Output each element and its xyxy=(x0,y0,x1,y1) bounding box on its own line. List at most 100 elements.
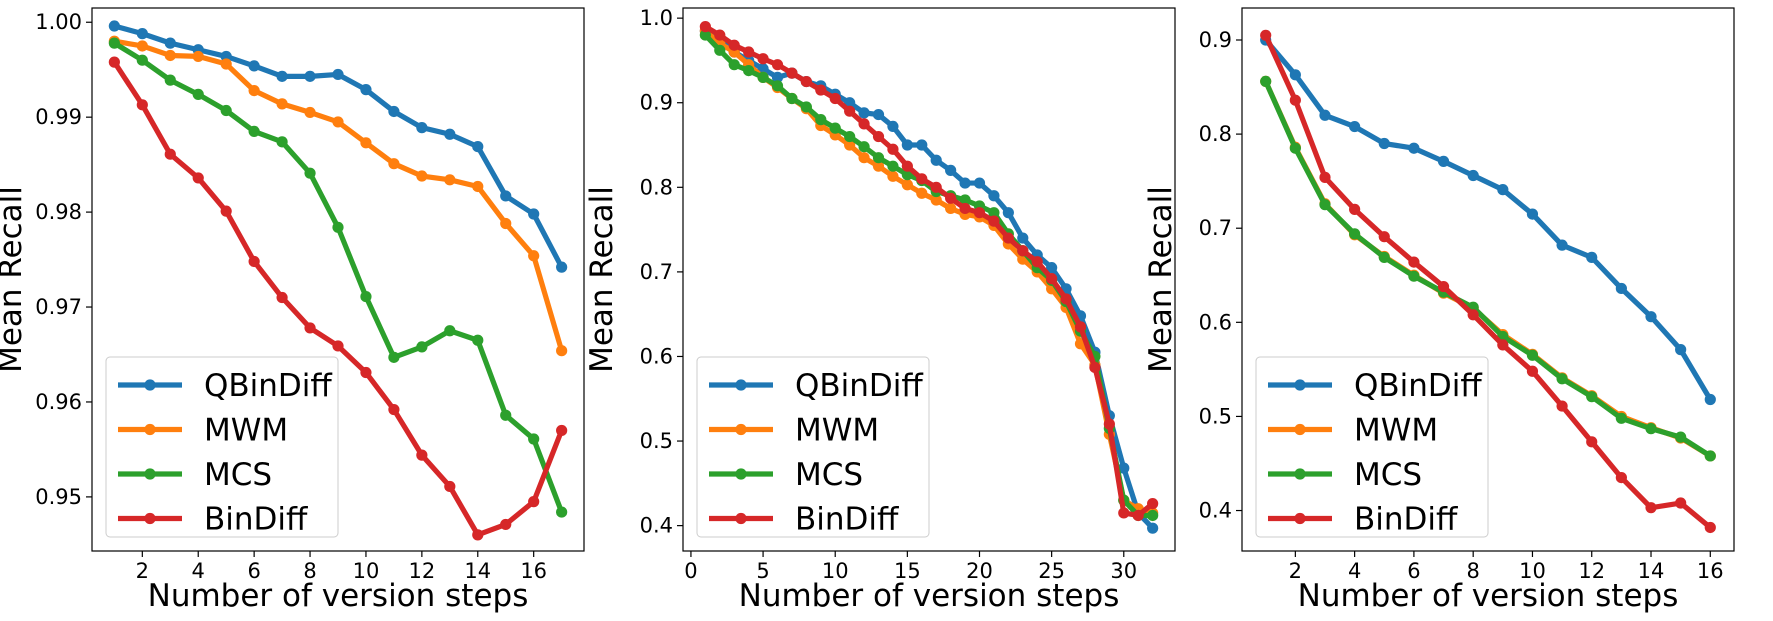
plot-frame xyxy=(91,7,585,552)
y-tick-label: 0.97 xyxy=(35,295,82,319)
data-point-bindiff xyxy=(164,148,176,160)
data-point-bindiff xyxy=(1586,436,1598,448)
data-point-bindiff xyxy=(1526,365,1539,377)
data-point-qbindiff xyxy=(444,128,456,140)
data-point-mwm xyxy=(500,217,512,230)
data-point-mcs xyxy=(1349,228,1361,240)
data-point-bindiff xyxy=(248,255,260,268)
data-point-mwm xyxy=(304,106,316,119)
legend-marker-bindiff xyxy=(1294,512,1306,525)
data-point-qbindiff xyxy=(1526,208,1539,220)
data-point-mcs xyxy=(500,409,512,421)
series-line-mcs xyxy=(1263,78,1713,459)
data-point-mcs xyxy=(276,136,288,148)
data-point-mwm xyxy=(192,50,204,63)
data-point-mcs xyxy=(304,167,316,179)
plot-area xyxy=(699,21,1159,534)
data-point-mwm xyxy=(858,152,870,164)
data-point-qbindiff xyxy=(916,139,928,151)
x-tick-label: 15 xyxy=(894,559,921,583)
x-tick-label: 2 xyxy=(1289,559,1302,583)
data-point-qbindiff xyxy=(332,68,344,81)
data-point-qbindiff xyxy=(416,122,428,134)
data-point-qbindiff xyxy=(164,37,176,49)
legend-label-qbindiff: QBinDiff xyxy=(204,368,332,404)
data-point-mwm xyxy=(472,180,484,193)
data-point-mcs xyxy=(786,92,798,105)
legend: QBinDiff MWM MCS BinDiff xyxy=(696,356,930,538)
chart-panel-1: 2 4 6 8 10 12 14 16 0.95 0.96 0.97 0.98 0.99 1.00 Numb… xyxy=(0,7,585,614)
x-tick-label: 2 xyxy=(136,559,149,583)
x-tick-label: 0 xyxy=(684,559,697,583)
legend-marker-mcs xyxy=(1294,468,1306,480)
x-tick-label: 16 xyxy=(520,559,547,583)
data-point-mwm xyxy=(556,345,568,357)
data-point-qbindiff xyxy=(1349,120,1361,133)
x-tick-label: 6 xyxy=(247,559,260,583)
data-point-mcs xyxy=(1147,509,1159,522)
y-tick-label: 0.7 xyxy=(640,260,673,284)
data-point-bindiff xyxy=(786,67,798,79)
data-point-qbindiff xyxy=(1002,207,1014,219)
data-point-qbindiff xyxy=(1118,462,1130,474)
data-point-mcs xyxy=(872,152,885,164)
x-tick-label: 14 xyxy=(1638,559,1665,583)
data-point-qbindiff xyxy=(304,70,316,82)
data-point-qbindiff xyxy=(1319,109,1331,121)
data-point-bindiff xyxy=(1437,280,1450,293)
data-point-bindiff xyxy=(556,424,568,437)
y-tick-label: 0.99 xyxy=(35,105,82,129)
data-point-qbindiff xyxy=(472,140,484,153)
data-point-qbindiff xyxy=(1556,239,1568,251)
y-tick-label: 0.7 xyxy=(1199,216,1232,240)
data-point-mwm xyxy=(416,170,428,182)
data-point-mcs xyxy=(1408,270,1420,282)
data-point-mcs xyxy=(743,64,755,77)
data-point-mcs xyxy=(858,141,870,153)
data-point-bindiff xyxy=(136,99,148,111)
y-tick-label: 0.5 xyxy=(1199,404,1232,428)
legend-marker-bindiff xyxy=(735,512,747,525)
data-point-qbindiff xyxy=(360,84,372,96)
data-point-bindiff xyxy=(930,181,942,193)
data-point-bindiff xyxy=(1289,94,1301,106)
data-point-bindiff xyxy=(1132,509,1144,522)
data-point-bindiff xyxy=(1260,29,1272,41)
legend-marker-bindiff xyxy=(144,512,156,525)
data-point-mcs xyxy=(800,101,812,113)
x-tick-label: 8 xyxy=(303,559,316,583)
data-point-bindiff xyxy=(728,39,740,51)
data-point-qbindiff xyxy=(930,154,942,166)
legend-label-mwm: MWM xyxy=(204,413,288,449)
data-point-mcs xyxy=(136,54,148,66)
data-point-bindiff xyxy=(500,518,512,531)
data-point-bindiff xyxy=(1089,361,1101,374)
x-tick-label: 12 xyxy=(1578,559,1605,583)
y-tick-label: 0.5 xyxy=(640,429,673,453)
data-point-mcs xyxy=(444,325,456,337)
legend-label-mcs: MCS xyxy=(204,457,272,493)
data-point-qbindiff xyxy=(1586,251,1598,263)
data-point-bindiff xyxy=(887,143,899,155)
data-point-bindiff xyxy=(1378,231,1390,243)
data-point-qbindiff xyxy=(1378,137,1390,150)
data-point-bindiff xyxy=(1408,256,1420,268)
data-point-bindiff xyxy=(743,46,755,58)
data-point-bindiff xyxy=(1497,339,1509,351)
legend-label-bindiff: BinDiff xyxy=(1354,502,1458,538)
data-point-mwm xyxy=(388,158,400,170)
data-point-mcs xyxy=(1378,251,1390,263)
data-point-bindiff xyxy=(528,496,540,508)
data-point-qbindiff xyxy=(1289,69,1301,81)
data-point-bindiff xyxy=(959,202,971,215)
data-point-bindiff xyxy=(1645,502,1657,514)
data-point-mcs xyxy=(556,506,568,518)
data-point-bindiff xyxy=(1046,273,1058,285)
data-point-mcs xyxy=(1319,199,1331,211)
data-point-mwm xyxy=(136,40,148,52)
x-tick-label: 6 xyxy=(1407,559,1420,583)
data-point-bindiff xyxy=(1556,400,1568,412)
data-point-mcs xyxy=(1260,75,1272,88)
x-axis-label: Number of version steps xyxy=(739,578,1120,614)
series-line-bindiff xyxy=(1263,32,1713,531)
